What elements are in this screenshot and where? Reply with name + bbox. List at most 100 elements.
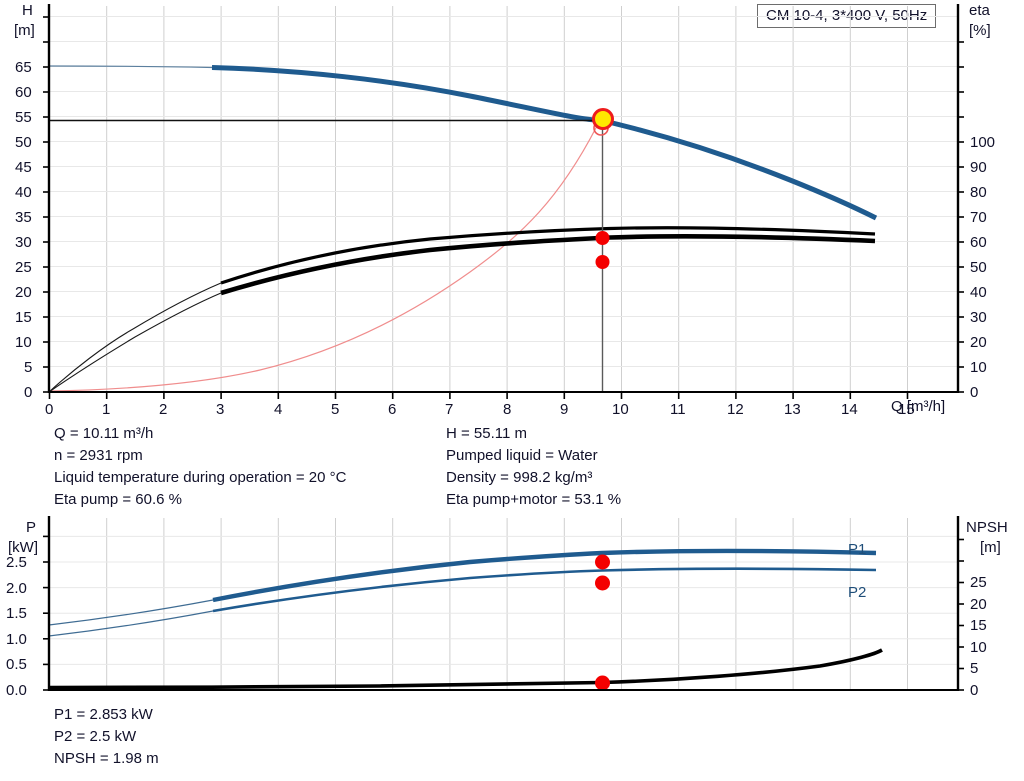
head-curve-thin bbox=[48, 65, 213, 69]
q-tick-3: 3 bbox=[216, 401, 225, 418]
top-right-tickmarks bbox=[958, 41, 964, 393]
h-tick-10: 10 bbox=[15, 334, 32, 351]
eta-axis-title-line1: eta bbox=[969, 2, 990, 19]
p-tick-25: 2.5 bbox=[6, 554, 27, 571]
q-tick-7: 7 bbox=[445, 401, 454, 418]
h-tick-35: 35 bbox=[15, 209, 32, 226]
eta-pump-motor-duty-marker bbox=[595, 255, 610, 269]
top-left-tickmarks bbox=[43, 16, 49, 393]
h-tick-5: 5 bbox=[24, 359, 33, 376]
eta-axis-title-line2: [%] bbox=[969, 22, 991, 39]
eta-tick-80: 80 bbox=[970, 184, 987, 201]
eta-pump-duty-marker bbox=[595, 231, 610, 245]
h-tick-45: 45 bbox=[15, 159, 32, 176]
p-axis-title-line1: P bbox=[26, 519, 37, 536]
duty-info-col1-line2: n = 2931 rpm bbox=[54, 447, 143, 464]
h-tick-15: 15 bbox=[15, 309, 32, 326]
q-tick-9: 9 bbox=[560, 401, 569, 418]
h-axis-title-line2: [m] bbox=[14, 22, 35, 39]
h-tick-40: 40 bbox=[15, 184, 32, 201]
npsh-axis-title-line1: NPSH bbox=[966, 519, 1008, 536]
q-tick-0: 0 bbox=[45, 401, 54, 418]
p2-curve-thin bbox=[48, 610, 214, 637]
h-axis-title-line1: H bbox=[22, 2, 33, 19]
eta-tick-50: 50 bbox=[970, 259, 987, 276]
eta-tick-60: 60 bbox=[970, 234, 987, 251]
q-tick-8: 8 bbox=[503, 401, 512, 418]
duty-info-col1-line1: Q = 10.11 m³/h bbox=[54, 425, 154, 442]
eta-tick-70: 70 bbox=[970, 209, 987, 226]
npsh-tick-0: 0 bbox=[970, 682, 979, 699]
q-tick-11: 11 bbox=[670, 401, 686, 418]
duty-info-col1-line3: Liquid temperature during operation = 20… bbox=[54, 469, 347, 486]
npsh-curve bbox=[48, 648, 883, 690]
p1-duty-marker bbox=[595, 554, 610, 570]
h-tick-0: 0 bbox=[24, 384, 33, 401]
q-axis-title: Q [m³/h] bbox=[891, 398, 946, 415]
bottom-grid-horizontal bbox=[49, 535, 958, 665]
p-tick-20: 2.0 bbox=[6, 580, 27, 597]
p-tick-0: 0.0 bbox=[6, 682, 27, 699]
npsh-duty-marker bbox=[595, 675, 610, 691]
eta-tick-100: 100 bbox=[970, 134, 996, 151]
eta-pump-curve bbox=[220, 226, 876, 285]
duty-info-col1-line4: Eta pump = 60.6 % bbox=[54, 491, 182, 508]
duty-info-col2-line2: Pumped liquid = Water bbox=[446, 447, 598, 464]
npsh-tick-5: 5 bbox=[970, 660, 979, 677]
h-tick-20: 20 bbox=[15, 284, 32, 301]
power-info-line1: P1 = 2.853 kW bbox=[54, 706, 153, 723]
top-bottom-tickmarks bbox=[48, 392, 909, 399]
h-tick-55: 55 bbox=[15, 109, 32, 126]
eta-tick-40: 40 bbox=[970, 284, 987, 301]
h-tick-30: 30 bbox=[15, 234, 32, 251]
npsh-red-curve bbox=[48, 119, 601, 392]
bottom-left-tickmarks bbox=[43, 535, 49, 691]
p2-curve bbox=[212, 567, 877, 613]
q-tick-2: 2 bbox=[159, 401, 168, 418]
p-tick-05: 0.5 bbox=[6, 656, 27, 673]
eta-tick-90: 90 bbox=[970, 159, 987, 176]
q-tick-6: 6 bbox=[388, 401, 397, 418]
npsh-tick-25: 25 bbox=[970, 574, 987, 591]
p1-curve-thin bbox=[48, 599, 214, 626]
p1-curve-label: P1 bbox=[848, 541, 867, 558]
bottom-right-tickmarks bbox=[958, 538, 964, 691]
duty-info-col2-line4: Eta pump+motor = 53.1 % bbox=[446, 491, 622, 508]
top-chart-svg bbox=[43, 4, 964, 399]
q-tick-1: 1 bbox=[102, 401, 111, 418]
h-tick-25: 25 bbox=[15, 259, 32, 276]
q-tick-4: 4 bbox=[274, 401, 283, 418]
q-tick-10: 10 bbox=[612, 401, 629, 418]
q-tick-15: 15 bbox=[898, 401, 915, 418]
p-tick-10: 1.0 bbox=[6, 631, 27, 648]
duty-info-col2-line3: Density = 998.2 kg/m³ bbox=[446, 469, 593, 486]
eta-tick-20: 20 bbox=[970, 334, 987, 351]
h-tick-50: 50 bbox=[15, 134, 32, 151]
h-tick-60: 60 bbox=[15, 84, 32, 101]
npsh-axis-title-line2: [m] bbox=[980, 539, 1001, 556]
power-info-line2: P2 = 2.5 kW bbox=[54, 728, 137, 745]
p-axis-title-line2: [kW] bbox=[8, 539, 38, 556]
eta-pump-motor-curve bbox=[220, 233, 876, 296]
q-tick-14: 14 bbox=[841, 401, 858, 418]
power-info-line3: NPSH = 1.98 m bbox=[54, 750, 159, 767]
npsh-tick-15: 15 bbox=[970, 617, 987, 634]
npsh-tick-10: 10 bbox=[970, 639, 987, 656]
p2-duty-marker bbox=[595, 575, 610, 591]
p1-curve bbox=[212, 548, 877, 603]
q-tick-13: 13 bbox=[784, 401, 801, 418]
p-tick-15: 1.5 bbox=[6, 605, 27, 622]
top-grid-horizontal bbox=[49, 16, 958, 367]
npsh-tick-20: 20 bbox=[970, 596, 987, 613]
eta-tick-0: 0 bbox=[970, 384, 979, 401]
eta-pump-motor-curve-thin bbox=[48, 292, 222, 393]
eta-tick-30: 30 bbox=[970, 309, 987, 326]
q-tick-12: 12 bbox=[727, 401, 744, 418]
p2-curve-label: P2 bbox=[848, 584, 867, 601]
duty-point-marker[interactable] bbox=[592, 108, 614, 130]
h-tick-65: 65 bbox=[15, 59, 32, 76]
eta-pump-curve-thin bbox=[48, 282, 222, 393]
eta-tick-10: 10 bbox=[970, 359, 987, 376]
